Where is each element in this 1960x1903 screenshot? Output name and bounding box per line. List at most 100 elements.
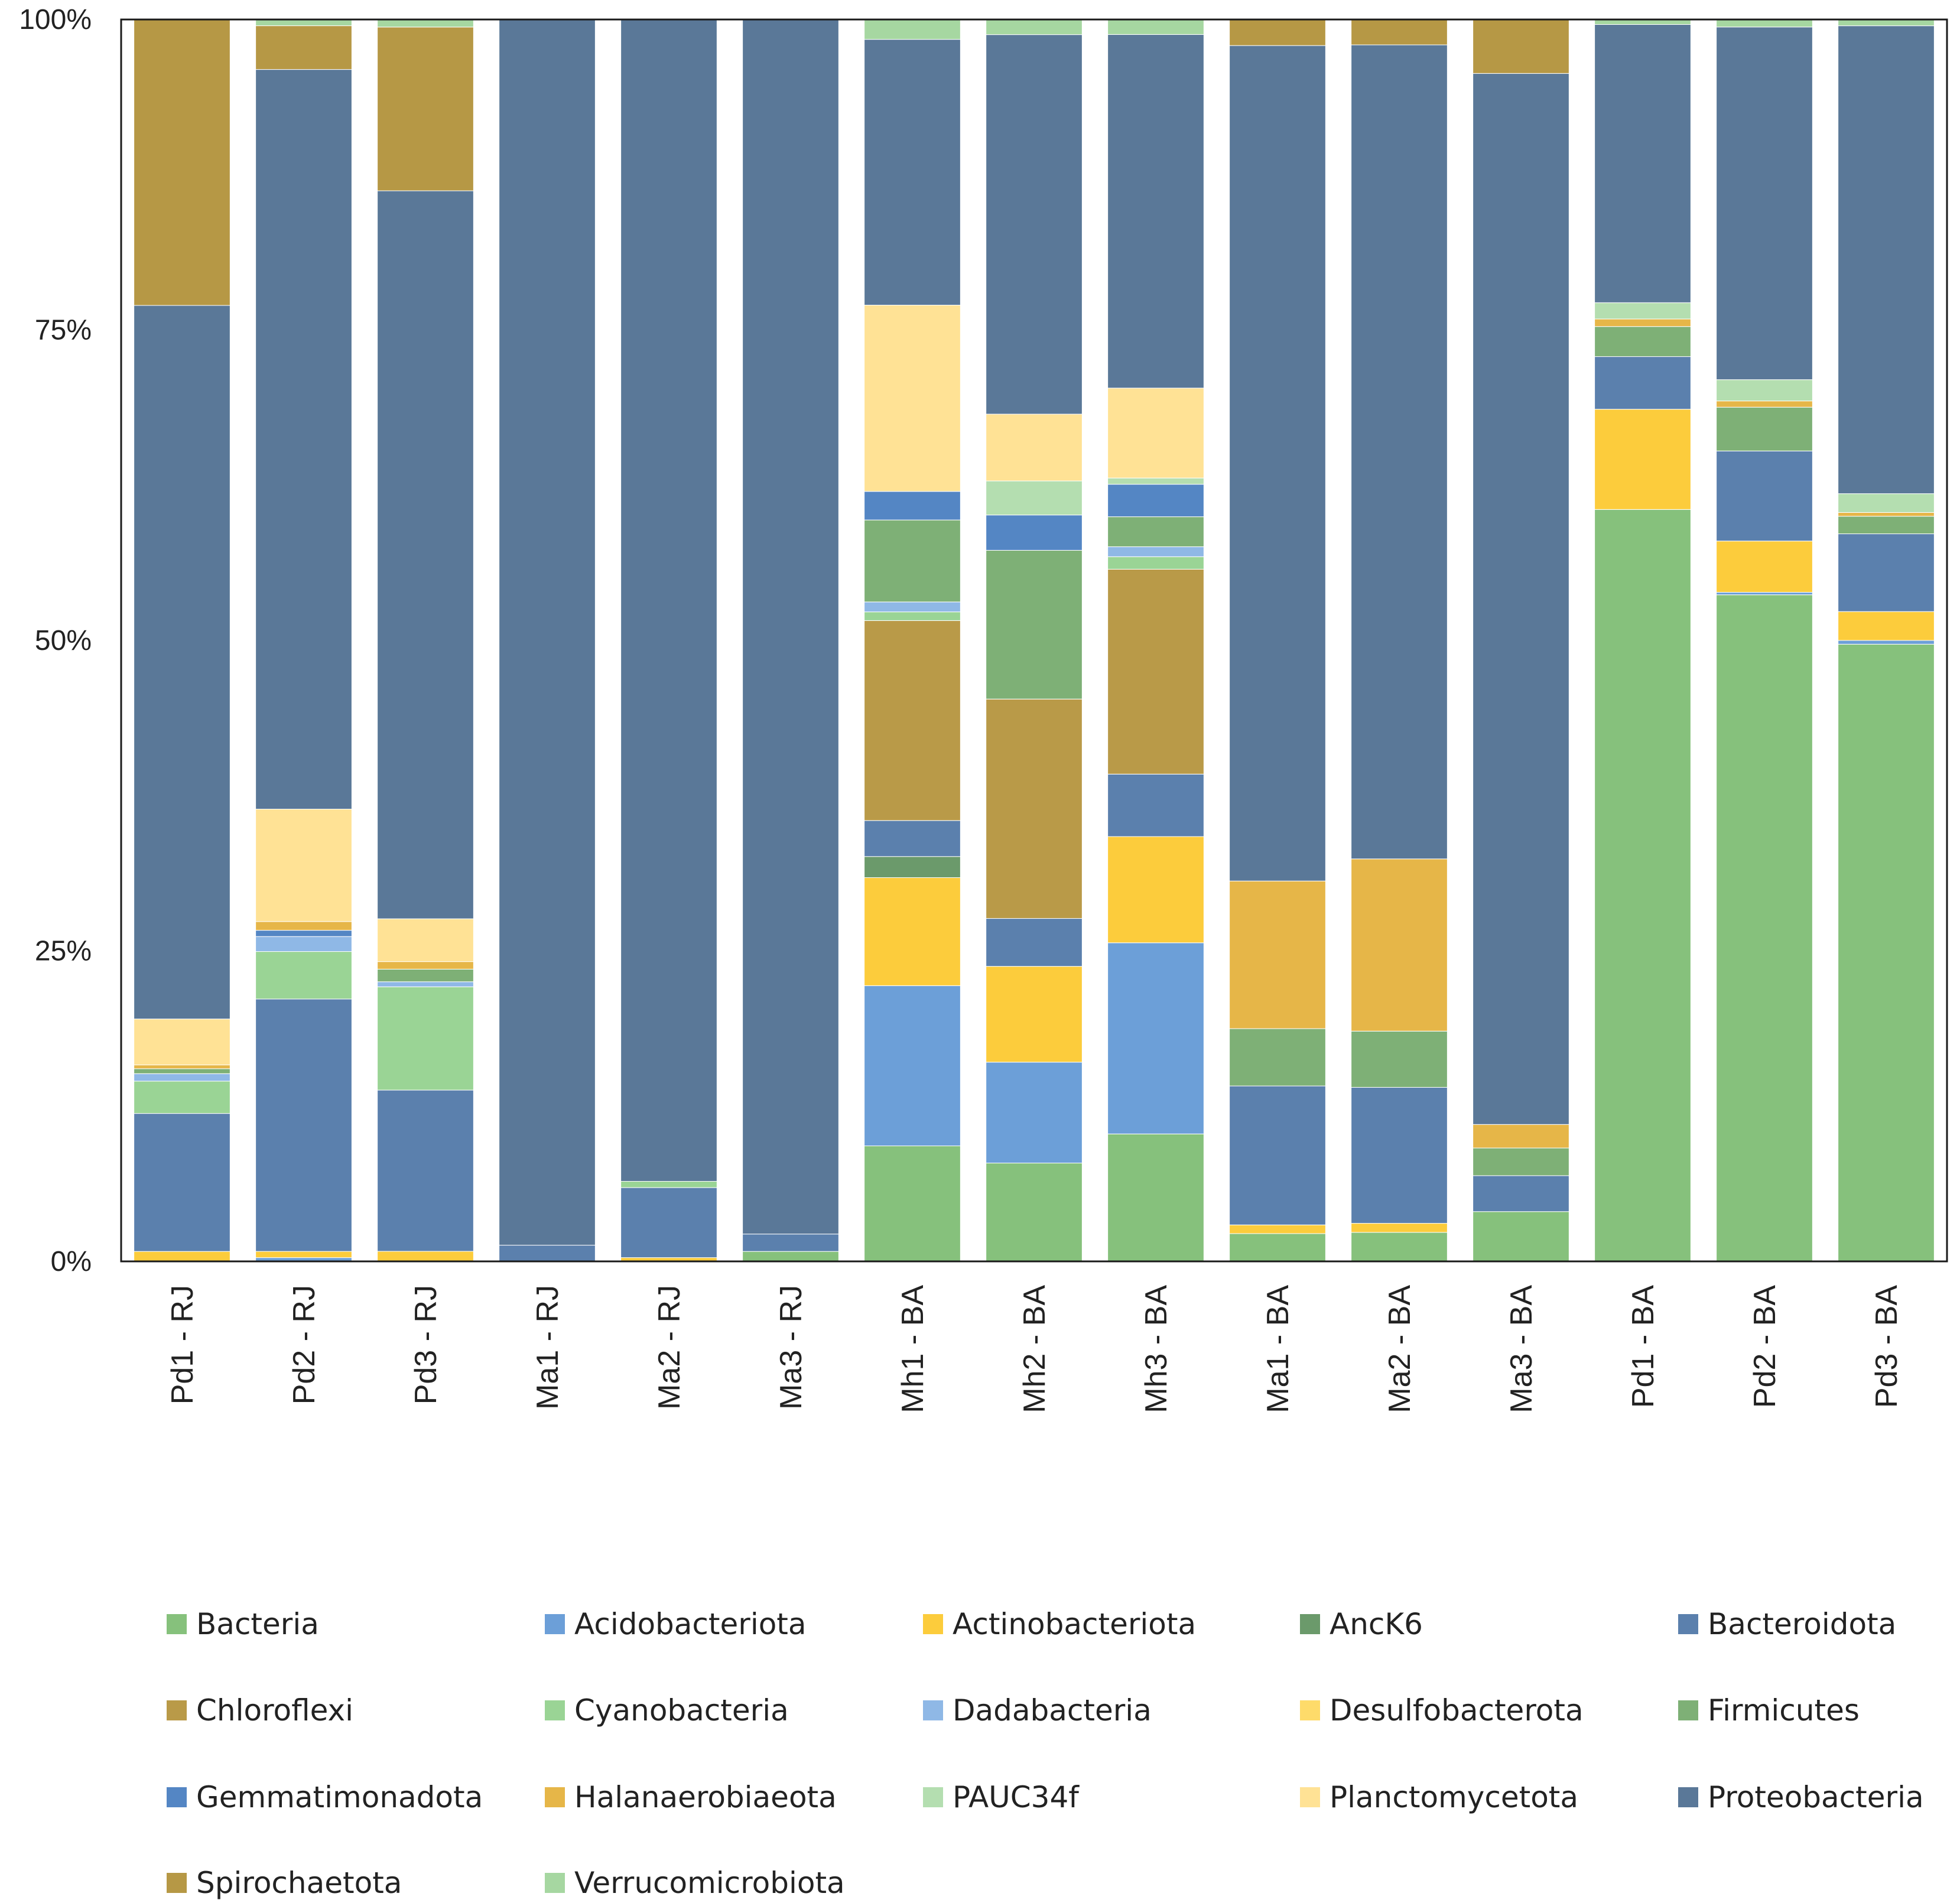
legend-swatch [923,1700,943,1720]
bar-column [1838,19,1935,1262]
bar-segment [620,19,717,1182]
bar-segment [1351,1087,1448,1224]
bar-segment [620,1181,717,1188]
bar-segment [986,918,1083,967]
bar-segment [1351,19,1448,45]
bar-segment [986,19,1083,35]
bar-segment [864,820,961,857]
bar-segment [1229,1233,1326,1262]
legend-swatch [1300,1787,1320,1807]
legend-swatch [1678,1614,1698,1634]
bar-column [1594,19,1691,1262]
bar-segment [1838,512,1935,517]
bar-segment [255,936,352,952]
bar-segment [986,549,1083,700]
bar-segment [864,1146,961,1262]
y-tick-labels: 0% 25% 50% 75% 100% [19,4,92,1277]
bar-segment [1594,24,1691,303]
bar-segment [1229,1224,1326,1234]
bar-segment [1473,19,1569,74]
legend-swatch [545,1700,565,1720]
bar-segment [1716,450,1813,542]
x-tick-labels: Pd1 - RJ Pd2 - RJ Pd3 - RJ Ma1 - RJ Ma2 - RJ… [165,1285,1904,1413]
plot-frame [120,18,1948,1263]
bar-segment [377,1251,474,1262]
bar-segment [1107,484,1204,518]
bar-segment [255,998,352,1252]
bar-segment [1107,942,1204,1134]
bar-segment [134,1073,230,1082]
bar-segment [864,19,961,40]
x-tick-label: Ma1 - BA [1261,1285,1295,1413]
legend-label: Bacteroidota [1708,1607,1896,1641]
bar-segment [134,19,230,306]
legend-label: Bacteria [196,1607,319,1641]
legend-label: Planctomycetota [1330,1780,1578,1814]
bar-segment [1716,592,1813,596]
bar-segment [134,1081,230,1114]
bar-column [620,19,717,1262]
bar-segment [134,1251,230,1262]
bar-column [1351,19,1448,1262]
x-tick-label: Mh1 - BA [896,1285,930,1413]
legend-swatch [1678,1700,1698,1720]
bar-segment [1107,477,1204,485]
bar-segment [1473,73,1569,1125]
y-tick-label: 50% [35,625,92,656]
x-tick-label: Pd3 - BA [1870,1285,1904,1408]
bar-segment [864,856,961,878]
legend-swatch [923,1787,943,1807]
legend-label: Acidobacteriota [574,1607,807,1641]
bar-segment [499,19,596,1246]
bar-segment [986,480,1083,516]
legend-item: Spirochaetota [167,1866,402,1900]
bar-segment [255,930,352,937]
bar-segment [1229,45,1326,881]
legend-label: Verrucomicrobiota [574,1866,845,1900]
bar-column [1229,19,1326,1262]
x-tick-label: Pd1 - RJ [165,1285,200,1404]
bar-segment [1229,19,1326,46]
bar-segment [1107,388,1204,479]
bar-segment [1594,326,1691,357]
bar-segment [1473,1211,1569,1262]
bar-segment [255,25,352,70]
y-tick-label: 75% [35,315,92,346]
x-tick-label: Ma3 - BA [1504,1285,1539,1413]
bar-segment [377,190,474,919]
bar-column [255,19,352,1262]
legend-item: Proteobacteria [1678,1780,1924,1814]
bar-segment [864,519,961,603]
x-tick-label: Ma2 - RJ [652,1285,687,1410]
legend-label: PAUC34f [953,1780,1080,1814]
bar-segment [1473,1147,1569,1176]
bar-segment [377,986,474,1091]
x-tick-label: Mh3 - BA [1139,1285,1174,1413]
bar-segment [986,515,1083,551]
legend-item: PAUC34f [923,1780,1080,1814]
bar-segment [1473,1175,1569,1212]
legend-item: Halanaerobiaeota [545,1780,837,1814]
x-tick-label: Pd1 - BA [1626,1285,1660,1408]
legend-item: Gemmatimonadota [167,1780,483,1814]
legend-swatch [167,1873,187,1893]
legend-label: Dadabacteria [953,1693,1152,1728]
x-tick-label: Ma3 - RJ [774,1285,808,1410]
bar-segment [1594,509,1691,1262]
legend: Bacteria Acidobacteriota Actinobacteriota A… [167,1607,1924,1900]
bar-segment [986,34,1083,415]
legend-label: Actinobacteriota [953,1607,1196,1641]
legend-swatch [923,1614,943,1634]
bar-column [1716,19,1813,1262]
bar-segment [1107,34,1204,389]
bar-segment [1107,546,1204,557]
bar-segment [377,981,474,987]
bar-segment [864,877,961,986]
bar-segment [255,951,352,1000]
bar-column [377,19,474,1262]
legend-label: Firmicutes [1708,1693,1860,1728]
bar-segment [134,1065,230,1069]
bar-segment [1594,318,1691,327]
legend-item: AncK6 [1300,1607,1423,1641]
bar-segment [1838,611,1935,641]
